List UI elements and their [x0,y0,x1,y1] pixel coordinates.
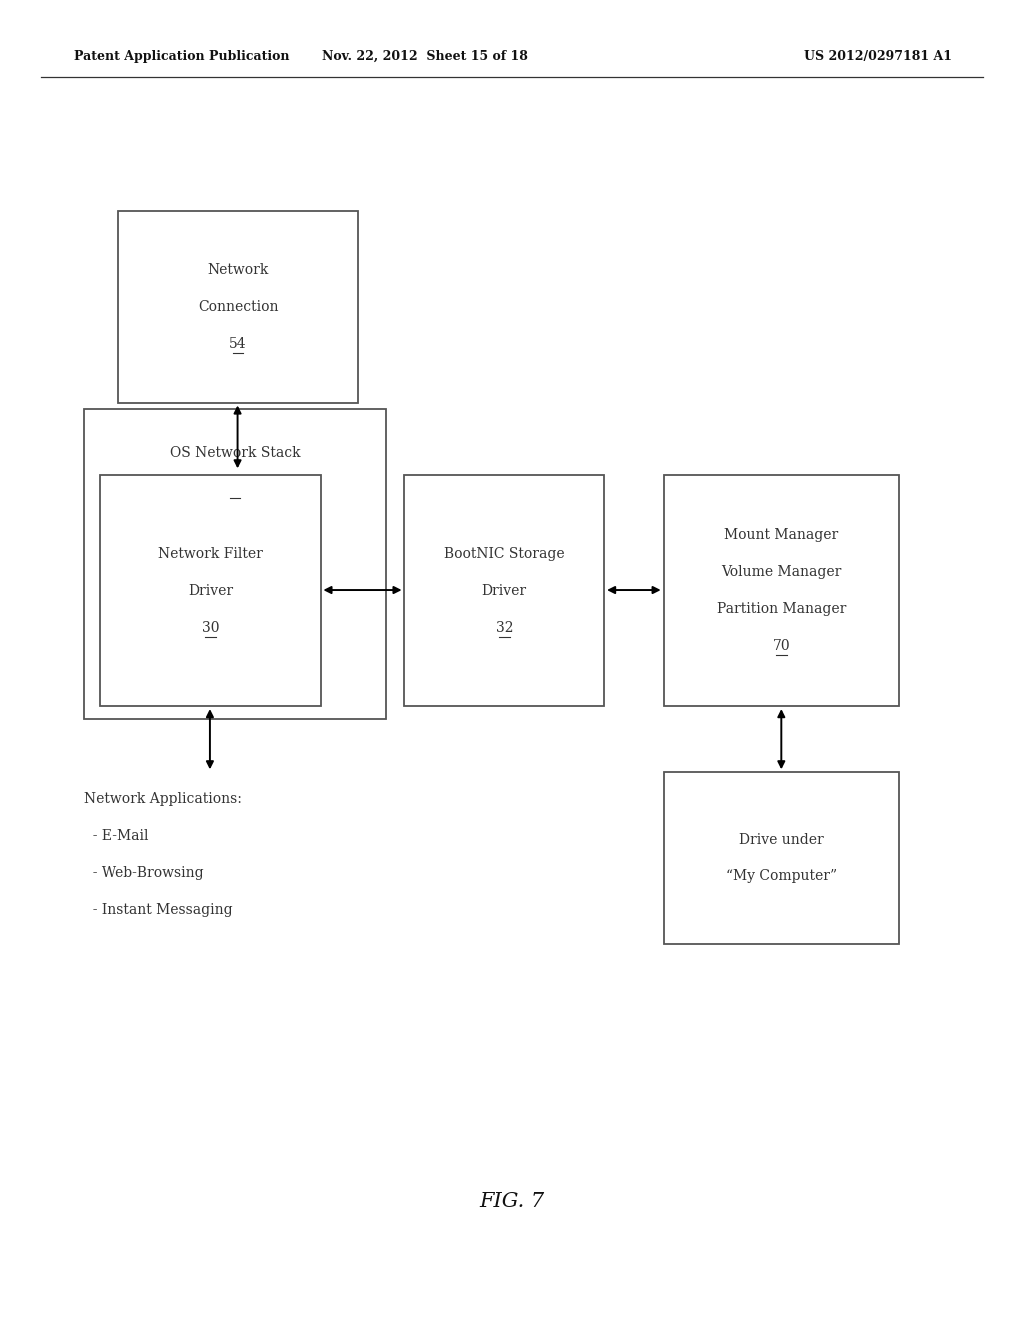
Text: Patent Application Publication: Patent Application Publication [74,50,289,63]
Bar [100,475,321,706]
Text: 54: 54 [229,337,247,351]
Text: Connection: Connection [198,300,279,314]
Text: Network Filter: Network Filter [158,546,263,561]
Text: - Web-Browsing: - Web-Browsing [84,866,204,880]
Bar [118,211,358,403]
Text: “My Computer”: “My Computer” [726,870,837,883]
Text: FIG. 7: FIG. 7 [479,1192,545,1210]
Bar [664,772,899,944]
Text: Network Applications:: Network Applications: [84,792,242,807]
Text: BootNIC Storage: BootNIC Storage [444,546,564,561]
Bar [84,409,386,719]
Text: - E-Mail: - E-Mail [84,829,148,843]
Text: Network: Network [208,263,268,277]
Bar [664,475,899,706]
Text: US 2012/0297181 A1: US 2012/0297181 A1 [804,50,952,63]
Bar [404,475,604,706]
Text: 32: 32 [496,620,513,635]
Text: Driver: Driver [481,583,527,598]
Text: Partition Manager: Partition Manager [717,602,846,616]
Text: - Instant Messaging: - Instant Messaging [84,903,232,917]
Text: Driver: Driver [187,583,233,598]
Text: Mount Manager: Mount Manager [724,528,839,543]
Text: Drive under: Drive under [739,833,823,846]
Text: 30: 30 [202,620,219,635]
Text: 70: 70 [772,639,791,653]
Text: Nov. 22, 2012  Sheet 15 of 18: Nov. 22, 2012 Sheet 15 of 18 [322,50,528,63]
Text: 68: 68 [226,482,244,495]
Text: Volume Manager: Volume Manager [721,565,842,579]
Text: OS Network Stack: OS Network Stack [170,446,300,459]
